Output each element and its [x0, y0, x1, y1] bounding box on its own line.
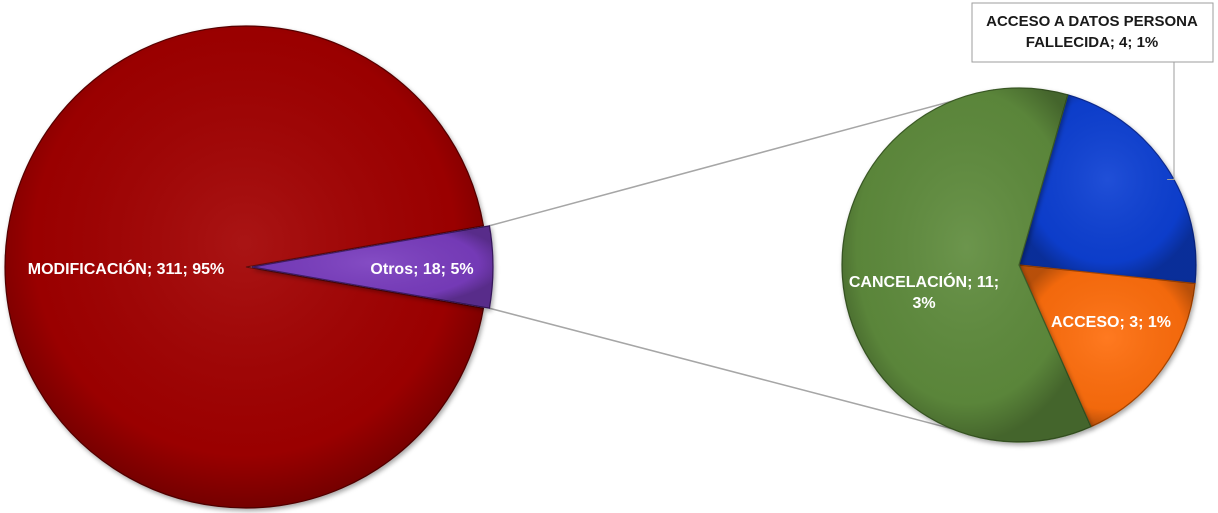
data-label-otros: Otros; 18; 5%: [370, 261, 473, 278]
data-label-acceso-a-datos-persona-fallecida: ACCESO A DATOS PERSONA FALLECIDA; 4; 1%: [986, 13, 1198, 51]
secondary-pie: [841, 87, 1197, 443]
slice-shading: [1019, 94, 1196, 284]
data-label-cancelacion: CANCELACIÓN; 11; 3%: [849, 272, 999, 312]
data-labels: MODIFICACIÓN; 311; 95% Otros; 18; 5% ACCES…: [28, 2, 1214, 331]
main-pie: [4, 25, 494, 509]
slice-shading: [5, 26, 484, 509]
data-label-modificacion: MODIFICACIÓN; 311; 95%: [28, 259, 224, 278]
slice-shading: [841, 88, 1091, 443]
connector-line-top: [489, 88, 995, 227]
connector-line-bottom: [489, 307, 998, 442]
callout-leader-line: [1167, 62, 1175, 180]
slice-shading: [1019, 265, 1196, 427]
connector-lines: [489, 88, 998, 442]
data-label-acceso: ACCESO; 3; 1%: [1051, 314, 1171, 331]
callout-box: [971, 2, 1214, 63]
slice-shading: [252, 225, 494, 309]
